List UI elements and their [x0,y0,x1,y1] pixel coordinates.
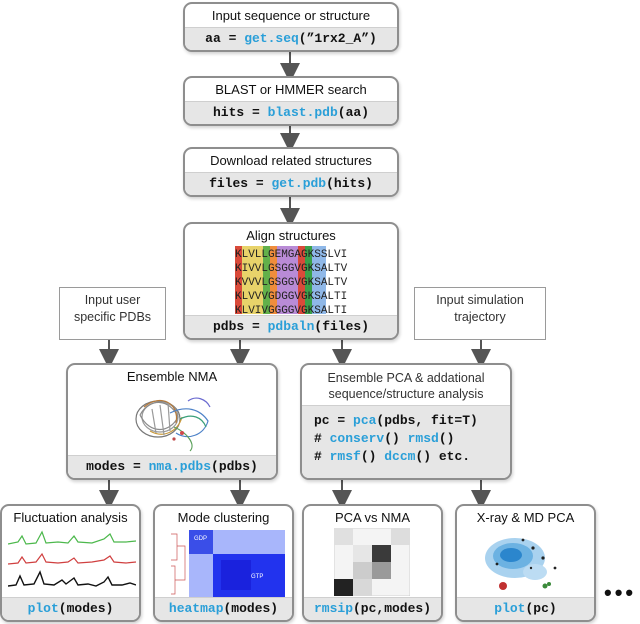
download-step-box: Download related structures files = get.… [183,147,399,197]
download-step-code: files = get.pdb(hits) [185,172,397,195]
align-step-box: Align structures KLVLLGEMGAGKSSLVI KIVVL… [183,222,399,340]
blast-step-box: BLAST or HMMER search hits = blast.pdb(a… [183,76,399,126]
pca-box: Ensemble PCA & addational sequence/struc… [300,363,512,480]
clustering-code: heatmap(modes) [155,597,292,620]
user-pdbs-note: Input user specific PDBs [59,287,166,340]
download-step-title: Download related structures [210,153,372,168]
rmsip-matrix [334,528,410,596]
simulation-note: Input simulation trajectory [414,287,546,340]
pca-vs-nma-box: PCA vs NMA rmsip(pc,modes) [302,504,443,622]
gdp-label: GDP [194,536,207,542]
pca-code: pc = pca(pdbs, fit=T) # conserv() rmsd() #… [302,405,510,478]
fluctuation-code: plot(modes) [2,597,139,620]
nma-title: Ensemble NMA [126,369,218,384]
clustering-title: Mode clustering [177,510,270,525]
xray-md-code: plot(pc) [457,597,594,620]
alignment-row: KVVVLGSGGVGKSALTV [235,277,348,289]
alignment-row: KIVVLGSGGVGKSALTV [235,263,348,275]
protein-structure-image [135,397,211,452]
input-step-title: Input sequence or structure [211,8,371,23]
pca-vs-nma-title: PCA vs NMA [334,510,411,525]
clustering-box: Mode clustering GDP GTP heatmap(modes) [153,504,294,622]
pca-scatter [485,538,557,590]
blast-step-code: hits = blast.pdb(aa) [185,101,397,124]
align-step-code: pdbs = pdbaln(files) [185,315,397,338]
ellipsis: ••• [604,580,637,605]
alignment-row: KLVIVGGGGVGKSALTI [235,305,347,314]
blast-step-title: BLAST or HMMER search [215,82,367,97]
input-step-code: aa = get.seq(”1rx2_A”) [185,27,397,50]
clustering-heatmap: GDP GTP [171,530,285,598]
alignment-image: KLVLLGEMGAGKSSLVI KIVVLGSGGVGKSALTV KVVV… [235,246,351,314]
gtp-label: GTP [251,574,263,580]
pca-title: Ensemble PCA & addational sequence/struc… [327,371,485,401]
nma-box: Ensemble NMA modes = nma.pdbs(pdbs) [66,363,278,480]
fluctuation-box: Fluctuation analysis plot(modes) [0,504,141,622]
fluctuation-title: Fluctuation analysis [13,510,128,525]
nma-code: modes = nma.pdbs(pdbs) [68,455,276,478]
xray-md-title: X-ray & MD PCA [476,510,575,525]
alignment-row: KLVVVGDGGVGKSALTI [235,291,347,303]
align-step-title: Align structures [246,228,336,243]
alignment-row: KLVLLGEMGAGKSSLVI [235,249,347,261]
input-step-box: Input sequence or structure aa = get.seq… [183,2,399,52]
xray-md-box: X-ray & MD PCA plot(pc) [455,504,596,622]
fluctuation-plot [8,530,136,587]
pca-vs-nma-code: rmsip(pc,modes) [304,597,441,620]
